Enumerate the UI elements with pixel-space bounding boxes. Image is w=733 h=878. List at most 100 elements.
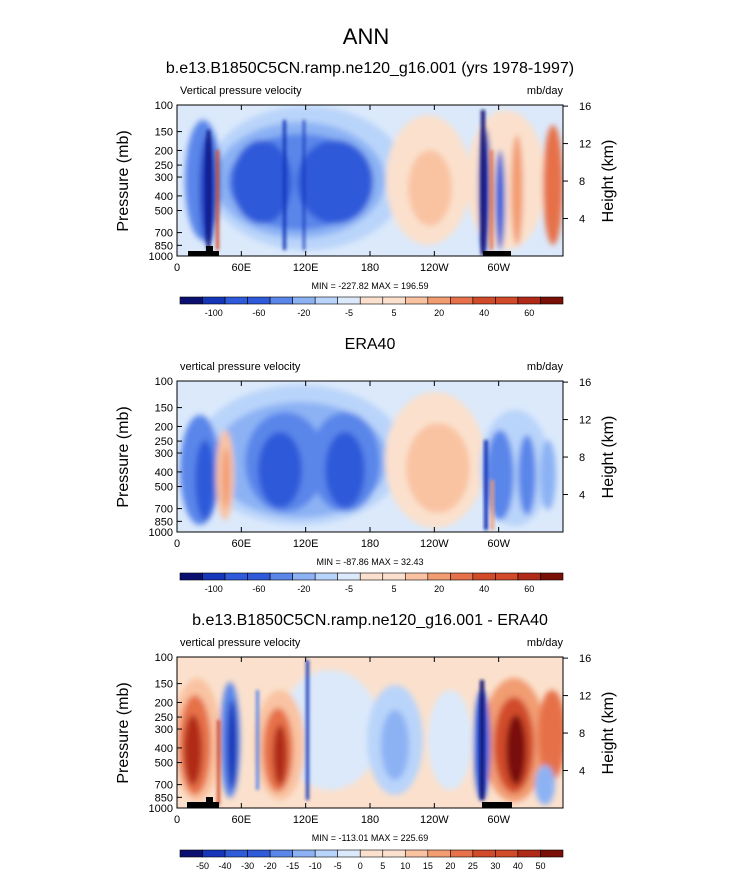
colorbar-box (382, 572, 406, 581)
colorbar-label: 40 (479, 584, 489, 594)
colorbar-box (517, 849, 541, 858)
y-tick-label: 300 (155, 448, 173, 460)
colorbar-box (404, 572, 429, 581)
colorbar-box (202, 296, 226, 305)
y-axis-title: Pressure (mb) (115, 130, 132, 231)
y-tick-label: 850 (155, 792, 173, 804)
y2-tick-label: 8 (579, 728, 585, 740)
y2-tick-label: 12 (579, 415, 591, 427)
colorbar-box (202, 849, 226, 858)
x-tick-label: 120W (420, 814, 449, 826)
y-tick-label: 700 (155, 780, 173, 792)
main-title: ANN (343, 24, 389, 49)
colorbar-box (427, 296, 451, 305)
y-tick-label: 100 (155, 376, 173, 388)
colorbar-box (292, 296, 316, 305)
colorbar-box (495, 296, 519, 305)
colorbar-box (472, 572, 496, 581)
colorbar-label: 20 (434, 308, 444, 318)
colorbar-box (472, 296, 496, 305)
y2-tick-label: 4 (579, 490, 585, 502)
colorbar-label: 15 (423, 861, 433, 871)
y-tick-label: 200 (155, 145, 173, 157)
colorbar-box (292, 572, 316, 581)
colorbar-label: 40 (513, 861, 523, 871)
colorbar-box (292, 849, 316, 858)
colorbar-label: 20 (434, 584, 444, 594)
x-tick-label: 120W (420, 262, 449, 274)
x-tick-label: 180 (361, 538, 379, 550)
colorbar-label: 10 (400, 861, 410, 871)
colorbar-box (247, 849, 271, 858)
y-axis-title: Pressure (mb) (115, 682, 132, 783)
contour-field (177, 657, 563, 808)
colorbar-label: -20 (297, 584, 310, 594)
y2-tick-label: 16 (579, 653, 591, 665)
y-tick-label: 300 (155, 172, 173, 184)
y-tick-label: 850 (155, 240, 173, 252)
units-label: mb/day (527, 637, 564, 649)
colorbar-box (427, 849, 451, 858)
y-tick-label: 300 (155, 724, 173, 736)
colorbar-label: 5 (392, 308, 397, 318)
colorbar-label: -5 (345, 308, 353, 318)
colorbar-box (269, 849, 293, 858)
x-tick-label: 120E (293, 538, 319, 550)
y-tick-label: 1000 (149, 527, 173, 539)
colorbar-label: 0 (358, 861, 363, 871)
y-tick-label: 400 (155, 191, 173, 203)
y-tick-label: 400 (155, 743, 173, 755)
y-tick-label: 500 (155, 206, 173, 218)
colorbar-label: 5 (392, 584, 397, 594)
variable-label: Vertical pressure velocity (180, 85, 302, 97)
y-tick-label: 400 (155, 467, 173, 479)
y-tick-label: 700 (155, 504, 173, 516)
panel-difference: b.e13.B1850C5CN.ramp.ne120_g16.001 - ERA… (115, 612, 617, 871)
colorbar-box (179, 572, 203, 581)
colorbar-label: -20 (297, 308, 310, 318)
y2-axis-title: Height (km) (600, 140, 617, 223)
colorbar-label: 30 (490, 861, 500, 871)
colorbar-box (404, 849, 429, 858)
panel-title: ERA40 (345, 336, 396, 353)
colorbar-label: 60 (524, 308, 534, 318)
colorbar-box (495, 572, 519, 581)
colorbar-label: -60 (252, 584, 265, 594)
colorbar-label: 60 (524, 584, 534, 594)
colorbar-label: 50 (535, 861, 545, 871)
x-tick-label: 0 (174, 262, 180, 274)
variable-label: vertical pressure velocity (180, 637, 301, 649)
colorbar-box (517, 296, 541, 305)
units-label: mb/day (527, 361, 564, 373)
colorbar-box (269, 572, 293, 581)
colorbar-label: -20 (264, 861, 277, 871)
contour-field (177, 105, 563, 256)
y-tick-label: 250 (155, 160, 173, 172)
units-label: mb/day (527, 85, 564, 97)
colorbar-box (314, 849, 339, 858)
colorbar-label: -100 (205, 308, 223, 318)
y-tick-label: 100 (155, 100, 173, 112)
y2-tick-label: 16 (579, 377, 591, 389)
colorbar-box (359, 572, 384, 581)
y-tick-label: 1000 (149, 251, 173, 263)
y-tick-label: 150 (155, 403, 173, 415)
x-tick-label: 0 (174, 814, 180, 826)
y-tick-label: 500 (155, 758, 173, 770)
x-tick-label: 60W (487, 262, 510, 274)
colorbar-box (179, 849, 203, 858)
x-tick-label: 60E (232, 262, 252, 274)
colorbar-box (337, 296, 361, 305)
variable-label: vertical pressure velocity (180, 361, 301, 373)
colorbar-label: -10 (309, 861, 322, 871)
colorbar: -100 -60 -20 -5 5 20 40 60 (179, 296, 564, 318)
colorbar-box (247, 572, 271, 581)
colorbar-label: -60 (252, 308, 265, 318)
y2-tick-label: 12 (579, 139, 591, 151)
colorbar-box (337, 849, 361, 858)
colorbar-box (540, 849, 564, 858)
